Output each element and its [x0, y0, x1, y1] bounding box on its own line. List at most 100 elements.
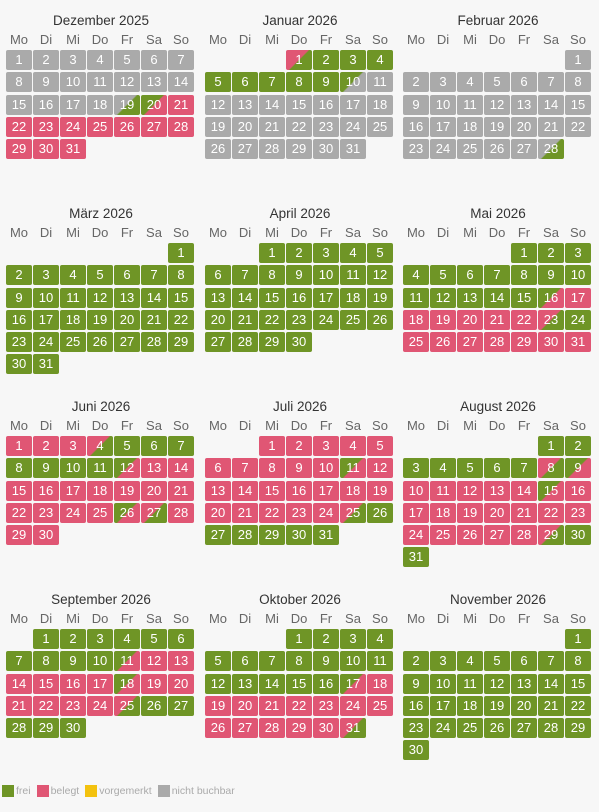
day-cell[interactable]: 14	[259, 673, 285, 694]
day-cell[interactable]: 21	[141, 309, 167, 330]
day-cell[interactable]: 28	[538, 718, 564, 739]
day-cell[interactable]: 17	[430, 695, 456, 716]
day-cell[interactable]: 9	[6, 287, 32, 308]
day-cell[interactable]: 10	[340, 651, 366, 672]
day-cell[interactable]: 1	[286, 629, 312, 649]
day-cell[interactable]: 6	[232, 72, 258, 93]
day-cell[interactable]: 14	[538, 673, 564, 694]
day-cell[interactable]: 10	[87, 651, 113, 672]
day-cell[interactable]: 24	[430, 718, 456, 739]
day-cell[interactable]: 28	[232, 525, 258, 546]
day-cell[interactable]: 28	[538, 139, 564, 160]
day-cell[interactable]: 6	[484, 458, 510, 479]
day-cell[interactable]: 26	[87, 332, 113, 353]
day-cell[interactable]: 27	[141, 502, 167, 523]
day-cell[interactable]: 17	[340, 673, 366, 694]
day-cell[interactable]: 20	[114, 309, 140, 330]
day-cell[interactable]: 22	[565, 695, 591, 716]
day-cell[interactable]: 3	[87, 629, 113, 649]
day-cell[interactable]: 2	[538, 243, 564, 263]
day-cell[interactable]: 5	[205, 651, 231, 672]
day-cell[interactable]: 9	[286, 265, 312, 286]
day-cell[interactable]: 7	[141, 265, 167, 286]
day-cell[interactable]: 22	[168, 309, 194, 330]
day-cell[interactable]: 10	[430, 673, 456, 694]
day-cell[interactable]: 13	[232, 673, 258, 694]
day-cell[interactable]: 3	[33, 265, 59, 286]
day-cell[interactable]: 5	[114, 436, 140, 456]
day-cell[interactable]: 6	[511, 651, 537, 672]
day-cell[interactable]: 1	[33, 629, 59, 649]
day-cell[interactable]: 3	[430, 651, 456, 672]
day-cell[interactable]: 4	[114, 629, 140, 649]
day-cell[interactable]: 25	[340, 309, 366, 330]
day-cell[interactable]: 4	[457, 651, 483, 672]
day-cell[interactable]: 29	[259, 525, 285, 546]
day-cell[interactable]: 4	[403, 265, 429, 286]
day-cell[interactable]: 7	[538, 651, 564, 672]
day-cell[interactable]: 20	[205, 309, 231, 330]
day-cell[interactable]: 3	[340, 629, 366, 649]
day-cell[interactable]: 3	[340, 50, 366, 70]
day-cell[interactable]: 28	[141, 332, 167, 353]
day-cell[interactable]: 18	[457, 695, 483, 716]
day-cell[interactable]: 30	[60, 718, 86, 739]
day-cell[interactable]: 20	[511, 695, 537, 716]
day-cell[interactable]: 3	[565, 243, 591, 263]
day-cell[interactable]: 11	[367, 651, 393, 672]
day-cell[interactable]: 5	[430, 265, 456, 286]
day-cell[interactable]: 6	[114, 265, 140, 286]
day-cell[interactable]: 27	[168, 695, 194, 716]
day-cell[interactable]: 7	[511, 458, 537, 479]
day-cell[interactable]: 2	[313, 50, 339, 70]
day-cell[interactable]: 5	[87, 265, 113, 286]
day-cell[interactable]: 5	[205, 72, 231, 93]
day-cell[interactable]: 15	[286, 673, 312, 694]
day-cell[interactable]: 12	[205, 673, 231, 694]
day-cell[interactable]: 8	[168, 265, 194, 286]
day-cell[interactable]: 13	[457, 287, 483, 308]
day-cell[interactable]: 11	[340, 265, 366, 286]
day-cell[interactable]: 21	[538, 695, 564, 716]
day-cell[interactable]: 10	[565, 265, 591, 286]
day-cell[interactable]: 24	[565, 309, 591, 330]
day-cell[interactable]: 9	[33, 458, 59, 479]
day-cell[interactable]: 23	[403, 718, 429, 739]
day-cell[interactable]: 8	[33, 651, 59, 672]
day-cell[interactable]: 9	[60, 651, 86, 672]
day-cell[interactable]: 8	[538, 458, 564, 479]
day-cell[interactable]: 25	[340, 502, 366, 523]
day-cell[interactable]: 2	[60, 629, 86, 649]
day-cell[interactable]: 14	[141, 287, 167, 308]
day-cell[interactable]: 12	[484, 673, 510, 694]
day-cell[interactable]: 11	[60, 287, 86, 308]
day-cell[interactable]: 24	[33, 332, 59, 353]
day-cell[interactable]: 24	[313, 309, 339, 330]
day-cell[interactable]: 28	[232, 332, 258, 353]
day-cell[interactable]: 23	[538, 309, 564, 330]
day-cell[interactable]: 16	[313, 673, 339, 694]
day-cell[interactable]: 4	[367, 50, 393, 70]
day-cell[interactable]: 19	[114, 94, 140, 115]
day-cell[interactable]: 15	[511, 287, 537, 308]
day-cell[interactable]: 29	[168, 332, 194, 353]
day-cell[interactable]: 5	[367, 243, 393, 263]
day-cell[interactable]: 4	[367, 629, 393, 649]
day-cell[interactable]: 13	[205, 287, 231, 308]
day-cell[interactable]: 11	[457, 673, 483, 694]
day-cell[interactable]: 16	[286, 287, 312, 308]
day-cell[interactable]: 10	[33, 287, 59, 308]
day-cell[interactable]: 17	[313, 287, 339, 308]
day-cell[interactable]: 26	[367, 309, 393, 330]
day-cell[interactable]: 8	[565, 651, 591, 672]
day-cell[interactable]: 15	[538, 480, 564, 501]
day-cell[interactable]: 2	[286, 243, 312, 263]
day-cell[interactable]: 1	[259, 243, 285, 263]
day-cell[interactable]: 26	[114, 502, 140, 523]
day-cell[interactable]: 14	[484, 287, 510, 308]
day-cell[interactable]: 15	[168, 287, 194, 308]
day-cell[interactable]: 6	[457, 265, 483, 286]
day-cell[interactable]: 5	[484, 651, 510, 672]
day-cell[interactable]: 8	[286, 651, 312, 672]
day-cell[interactable]: 27	[205, 525, 231, 546]
